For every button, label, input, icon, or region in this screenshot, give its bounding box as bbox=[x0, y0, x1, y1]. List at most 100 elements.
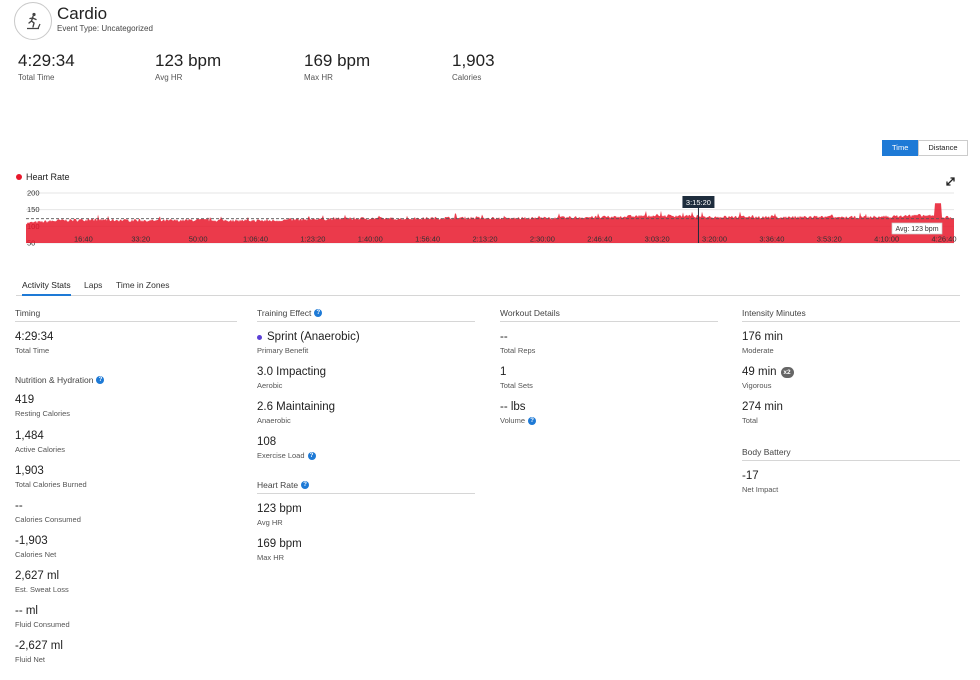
stat-total-intensity: 274 min Total bbox=[742, 401, 960, 425]
kpi-label: Total Time bbox=[18, 73, 55, 82]
stat-label-text: Exercise Load bbox=[257, 451, 305, 460]
section-title: Heart Rate bbox=[257, 480, 299, 490]
x-tick-label: 1:23:20 bbox=[300, 235, 325, 244]
column-timing-nutrition: Timing 4:29:34 Total Time Nutrition & Hy… bbox=[15, 308, 237, 664]
stat-value: 176 min bbox=[742, 331, 783, 343]
stat-calories-net: -1,903 Calories Net bbox=[15, 535, 237, 559]
stat-value: 1 bbox=[500, 366, 507, 378]
heart-rate-area bbox=[26, 203, 954, 243]
x-tick-label: 4:26:40 bbox=[932, 235, 957, 244]
stat-value: 1,484 bbox=[15, 430, 44, 442]
section-header: Nutrition & Hydration? bbox=[15, 375, 237, 388]
column-workout-details: Workout Details -- Total Reps 1 Total Se… bbox=[500, 308, 718, 425]
stat-value: 274 min bbox=[742, 401, 783, 413]
event-type: Event Type: Uncategorized bbox=[57, 24, 153, 33]
cursor-tooltip-label: 3:15:20 bbox=[686, 198, 711, 207]
stat-net-impact: -17 Net Impact bbox=[742, 470, 960, 494]
section-title: Timing bbox=[15, 308, 41, 318]
x-tick-label: 50:00 bbox=[189, 235, 208, 244]
y-tick-label: 150 bbox=[27, 205, 40, 214]
stat-value-text: 49 min bbox=[742, 366, 777, 378]
stat-total-reps: -- Total Reps bbox=[500, 331, 718, 355]
stat-label: Vigorous bbox=[742, 381, 772, 390]
stat-avg-hr: 123 bpm Avg HR bbox=[257, 503, 475, 527]
stat-max-hr: 169 bpm Max HR bbox=[257, 538, 475, 562]
x-tick-label: 1:40:00 bbox=[358, 235, 383, 244]
help-icon[interactable]: ? bbox=[96, 376, 105, 384]
stat-aerobic: 3.0 Impacting Aerobic bbox=[257, 366, 475, 390]
stat-label: Moderate bbox=[742, 346, 774, 355]
tab-time-in-zones[interactable]: Time in Zones bbox=[116, 280, 170, 290]
distance-toggle-button[interactable]: Distance bbox=[918, 140, 968, 156]
time-toggle-button[interactable]: Time bbox=[882, 140, 919, 156]
x-tick-label: 1:56:40 bbox=[415, 235, 440, 244]
chart-legend: Heart Rate bbox=[16, 172, 70, 182]
stat-value: -- bbox=[500, 331, 508, 343]
benefit-dot-icon bbox=[257, 334, 262, 340]
kpi-label: Avg HR bbox=[155, 73, 183, 82]
stat-label: Est. Sweat Loss bbox=[15, 585, 69, 594]
x-tick-label: 3:36:40 bbox=[759, 235, 784, 244]
x-tick-label: 2:46:40 bbox=[587, 235, 612, 244]
x-tick-label: 1:06:40 bbox=[243, 235, 268, 244]
stat-exercise-load: 108 Exercise Load? bbox=[257, 436, 475, 460]
kpi-max-hr: 169 bpm Max HR bbox=[304, 51, 370, 82]
stat-label: Total bbox=[742, 416, 758, 425]
x-tick-label: 3:03:20 bbox=[645, 235, 670, 244]
stat-label: Calories Net bbox=[15, 550, 57, 559]
stat-label: Calories Consumed bbox=[15, 515, 81, 524]
stat-label: Anaerobic bbox=[257, 416, 291, 425]
stat-value: 123 bpm bbox=[257, 503, 302, 515]
stat-fluid-net: -2,627 ml Fluid Net bbox=[15, 640, 237, 664]
stats-tabs: Activity Stats Laps Time in Zones bbox=[16, 278, 960, 296]
kpi-label: Calories bbox=[452, 73, 482, 82]
stat-calories-consumed: -- Calories Consumed bbox=[15, 500, 237, 524]
stat-value: 3.0 Impacting bbox=[257, 366, 327, 378]
stat-value: 419 bbox=[15, 394, 35, 406]
section-title: Body Battery bbox=[742, 447, 791, 457]
kpi-value: 169 bpm bbox=[304, 51, 371, 70]
heart-rate-chart[interactable]: 2001501005016:4033:2050:001:06:401:23:20… bbox=[0, 186, 980, 248]
stat-label: Total Calories Burned bbox=[15, 480, 87, 489]
stat-value: 1,903 bbox=[15, 465, 44, 477]
x-tick-label: 33:20 bbox=[131, 235, 150, 244]
stat-resting-calories: 419 Resting Calories bbox=[15, 394, 237, 418]
help-icon[interactable]: ? bbox=[307, 451, 316, 460]
section-title: Workout Details bbox=[500, 308, 560, 318]
average-label-box bbox=[891, 222, 943, 235]
help-icon[interactable]: ? bbox=[301, 481, 310, 489]
stat-value: 4:29:34 bbox=[15, 331, 54, 343]
stat-anaerobic: 2.6 Maintaining Anaerobic bbox=[257, 401, 475, 425]
expand-chart-icon[interactable] bbox=[946, 173, 955, 191]
stat-fluid-consumed: -- ml Fluid Consumed bbox=[15, 605, 237, 629]
section-header: Training Effect? bbox=[257, 308, 475, 322]
help-icon[interactable]: ? bbox=[528, 416, 537, 425]
stat-primary-benefit: Sprint (Anaerobic) Primary Benefit bbox=[257, 331, 475, 355]
stat-label-text: Volume bbox=[500, 416, 526, 425]
kpi-value: 4:29:34 bbox=[18, 51, 75, 70]
stat-total-sets: 1 Total Sets bbox=[500, 366, 718, 390]
cursor-tooltip-box bbox=[682, 196, 715, 208]
stat-value: 2.6 Maintaining bbox=[257, 401, 335, 413]
tab-activity-stats[interactable]: Activity Stats bbox=[22, 280, 71, 296]
stat-value: 49 min x2 bbox=[742, 366, 960, 378]
section-header: Body Battery bbox=[742, 447, 960, 461]
kpi-avg-hr: 123 bpm Avg HR bbox=[155, 51, 221, 82]
stat-label: Total Reps bbox=[500, 346, 536, 355]
stat-label: Active Calories bbox=[15, 445, 66, 454]
stat-active-calories: 1,484 Active Calories bbox=[15, 430, 237, 454]
stat-value: -- lbs bbox=[500, 401, 526, 413]
x-tick-label: 3:53:20 bbox=[817, 235, 842, 244]
help-icon[interactable]: ? bbox=[314, 309, 323, 317]
stat-volume: -- lbs Volume? bbox=[500, 401, 718, 425]
stat-label: Volume? bbox=[500, 416, 718, 425]
tab-laps[interactable]: Laps bbox=[84, 280, 103, 290]
activity-title: Cardio bbox=[57, 4, 108, 23]
stat-label: Primary Benefit bbox=[257, 346, 309, 355]
stat-label: Total Sets bbox=[500, 381, 533, 390]
stat-moderate: 176 min Moderate bbox=[742, 331, 960, 355]
stat-value: Sprint (Anaerobic) bbox=[257, 331, 475, 343]
activity-type-icon bbox=[14, 2, 52, 40]
kpi-value: 123 bpm bbox=[155, 51, 222, 70]
stat-total-time: 4:29:34 Total Time bbox=[15, 331, 237, 355]
